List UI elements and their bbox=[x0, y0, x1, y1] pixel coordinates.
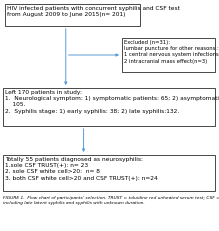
Bar bbox=[3, 88, 215, 126]
Text: Totally 55 patients diagnosed as neurosyphilis:
1.sole CSF TRUST(+): n= 23
2. so: Totally 55 patients diagnosed as neurosy… bbox=[5, 157, 158, 181]
Text: Excluded (n=31):
lumbar puncture for other reasons :
1 central nervous system in: Excluded (n=31): lumbar puncture for oth… bbox=[124, 40, 219, 64]
Bar bbox=[122, 38, 215, 72]
Bar bbox=[5, 4, 140, 26]
Text: Left 170 patients in study:
1.  Neurological symptom: 1) symptomatic patients: 6: Left 170 patients in study: 1. Neurologi… bbox=[5, 90, 219, 114]
Text: FIGURE 1.  Flow chart of participants' selection. TRUST = toluidine red unheated: FIGURE 1. Flow chart of participants' se… bbox=[3, 196, 219, 205]
Text: HIV infected patients with concurrent syphilis and CSF test
from August 2009 to : HIV infected patients with concurrent sy… bbox=[7, 6, 180, 17]
Bar bbox=[3, 155, 215, 191]
